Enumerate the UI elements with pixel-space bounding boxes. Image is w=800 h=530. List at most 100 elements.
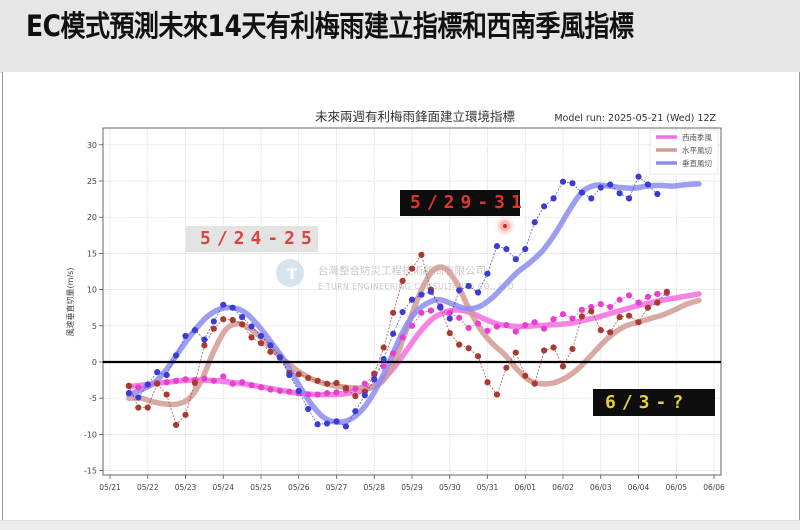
data-point [446, 309, 453, 316]
data-point [390, 350, 397, 357]
watermark-line1: 台灣整合防災工程技術顧問有限公司 [318, 264, 486, 277]
data-point [418, 309, 425, 316]
data-point [191, 379, 199, 387]
data-point [512, 349, 519, 356]
data-point [522, 372, 529, 379]
data-point [267, 342, 274, 349]
data-point [654, 299, 661, 306]
data-point [474, 320, 482, 327]
data-point [493, 243, 501, 250]
data-point [607, 329, 614, 336]
data-point [380, 363, 387, 370]
data-point [276, 354, 283, 361]
data-point [550, 195, 557, 202]
data-point [503, 321, 510, 329]
data-point [427, 307, 434, 314]
data-point [635, 173, 642, 180]
data-point [465, 345, 472, 352]
data-point [578, 189, 585, 196]
data-point [644, 293, 652, 300]
data-point [512, 256, 519, 263]
data-point [163, 379, 170, 386]
smoothed-lines [126, 181, 702, 425]
data-point [625, 195, 633, 202]
y-tick-label: 5 [92, 322, 97, 331]
y-tick-label: 20 [87, 213, 97, 222]
data-point [257, 332, 265, 340]
data-point [569, 315, 576, 322]
data-point [305, 374, 312, 382]
x-tick-label: 05/22 [137, 483, 159, 492]
data-point [569, 180, 576, 187]
data-point [229, 380, 236, 387]
x-tick-label: 05/30 [439, 483, 461, 492]
data-point [135, 404, 142, 411]
data-point [352, 408, 359, 415]
data-point [239, 321, 246, 328]
data-point [531, 319, 538, 326]
data-point [295, 387, 302, 395]
data-point [286, 371, 293, 379]
x-tick-label: 05/26 [288, 483, 310, 492]
data-point [210, 325, 217, 332]
watermark-logo-icon [276, 259, 304, 287]
data-point [408, 296, 416, 303]
chart-title: 未來兩週有利梅雨鋒面建立環境指標 [315, 109, 516, 124]
data-point [371, 376, 378, 383]
data-point [503, 245, 510, 253]
y-tick-label: 0 [92, 358, 97, 367]
data-point [267, 386, 274, 393]
data-point [550, 344, 557, 351]
y-tick-label: -5 [89, 394, 97, 403]
data-point [182, 376, 189, 383]
data-point [361, 380, 368, 387]
data-point [135, 394, 142, 401]
data-point [635, 319, 642, 326]
slide-footer-strip [0, 520, 800, 530]
data-point [352, 392, 359, 400]
data-point [371, 370, 378, 377]
data-point [408, 322, 416, 329]
data-point [399, 334, 406, 341]
x-tick-label: 05/27 [326, 483, 348, 492]
data-point [380, 344, 387, 351]
data-point [474, 289, 482, 296]
annotation-5-29-31: 5/29-31 [400, 190, 522, 216]
x-tick-label: 05/25 [250, 483, 272, 492]
data-point [644, 304, 652, 311]
pointer-dot-icon [500, 221, 510, 231]
data-point [323, 420, 331, 427]
y-tick-label: -10 [84, 430, 97, 439]
data-point [229, 316, 236, 324]
y-tick-label: 15 [87, 249, 97, 258]
data-point [201, 375, 208, 382]
smooth-line-vertical [126, 181, 702, 425]
watermark-line2: E-TURN ENGINEERING CONSULTANTS CO., LTD [318, 282, 514, 291]
data-point [172, 421, 180, 429]
smooth-line-horizontal [126, 264, 702, 408]
data-point [305, 391, 312, 398]
data-point [144, 404, 151, 411]
data-point [333, 418, 340, 425]
data-point [437, 303, 444, 311]
data-point [503, 364, 510, 371]
data-point [418, 251, 425, 258]
y-tick-label: 10 [87, 286, 97, 295]
data-point [229, 304, 236, 311]
data-point [588, 308, 595, 315]
data-point [257, 340, 265, 347]
series-vertical [125, 173, 661, 430]
x-tick-label: 06/06 [703, 483, 725, 492]
data-point [559, 311, 567, 318]
data-point [559, 178, 567, 185]
data-point [597, 300, 604, 308]
data-point [625, 292, 633, 299]
data-point [616, 296, 623, 303]
data-point [314, 377, 321, 384]
x-tick-label: 05/28 [363, 483, 385, 492]
data-point [248, 323, 255, 330]
data-point [361, 392, 368, 399]
svg-text:T: T [287, 267, 297, 283]
x-tick-label: 06/03 [590, 483, 612, 492]
data-point [172, 377, 180, 384]
